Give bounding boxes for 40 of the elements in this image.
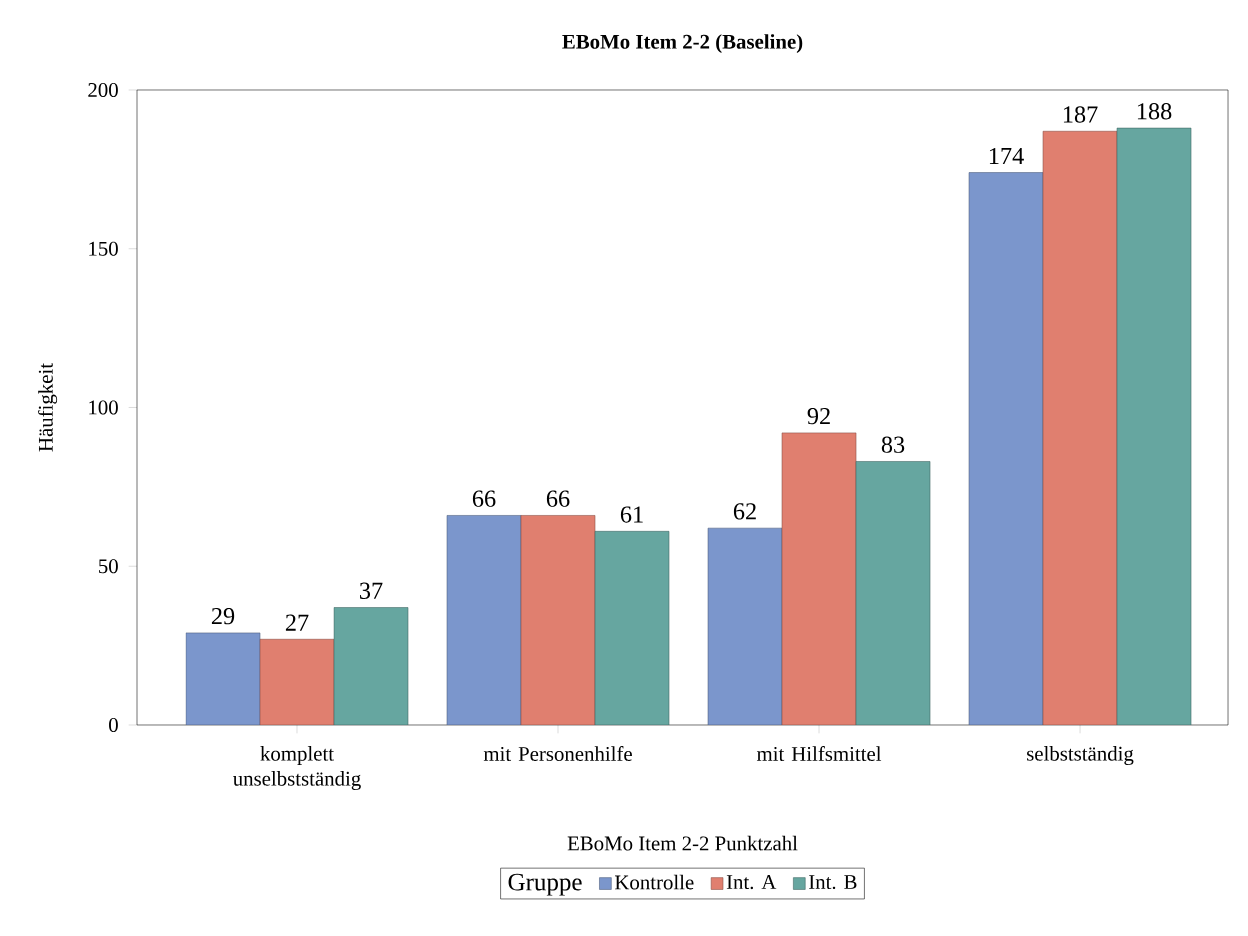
y-tick-label: 0 [109,717,118,733]
bar [1116,127,1192,725]
data-label: 29 [211,607,235,625]
bar [520,515,596,725]
bar [259,638,335,725]
x-tick-label: mit Hilfsmittel [756,746,882,761]
y-tick-label: 100 [89,400,118,415]
y-tick-label: 50 [99,559,118,574]
legend-label: Int. B [809,875,857,890]
x-tick-label: mit Personenhilfe [483,746,632,761]
data-label: 27 [285,614,309,631]
data-label: 83 [881,436,905,453]
data-label: 187 [1063,106,1098,123]
x-tick-label: selbstständig [1027,746,1134,766]
y-tick-label: 150 [89,241,118,256]
data-label: 66 [472,490,496,507]
bar [594,531,670,725]
legend-label: Kontrolle [614,874,694,890]
legend-label: Int. A [726,875,777,890]
bar [855,461,931,725]
legend-title: Gruppe [508,873,582,896]
data-label: 37 [360,582,383,599]
data-label: 61 [620,506,643,523]
bar [1042,130,1118,725]
bar [968,172,1044,725]
data-label: 66 [546,490,570,507]
bar [185,632,261,725]
bar [333,607,409,725]
y-tick-label: 200 [88,82,118,98]
data-label: 188 [1137,103,1172,120]
x-axis-title: EBoMo Item 2-2 Punktzahl [567,835,798,851]
x-tick-label: komplett unselbstständig [233,746,361,791]
bar [446,515,522,725]
bar [707,527,783,725]
bar [781,432,857,725]
data-label: 62 [733,503,756,520]
data-label: 174 [989,147,1024,164]
chart-title: EBoMo Item 2-2 (Baseline) [562,34,803,54]
y-axis-title: Häufigkeit [37,363,58,452]
data-label: 92 [807,407,830,425]
